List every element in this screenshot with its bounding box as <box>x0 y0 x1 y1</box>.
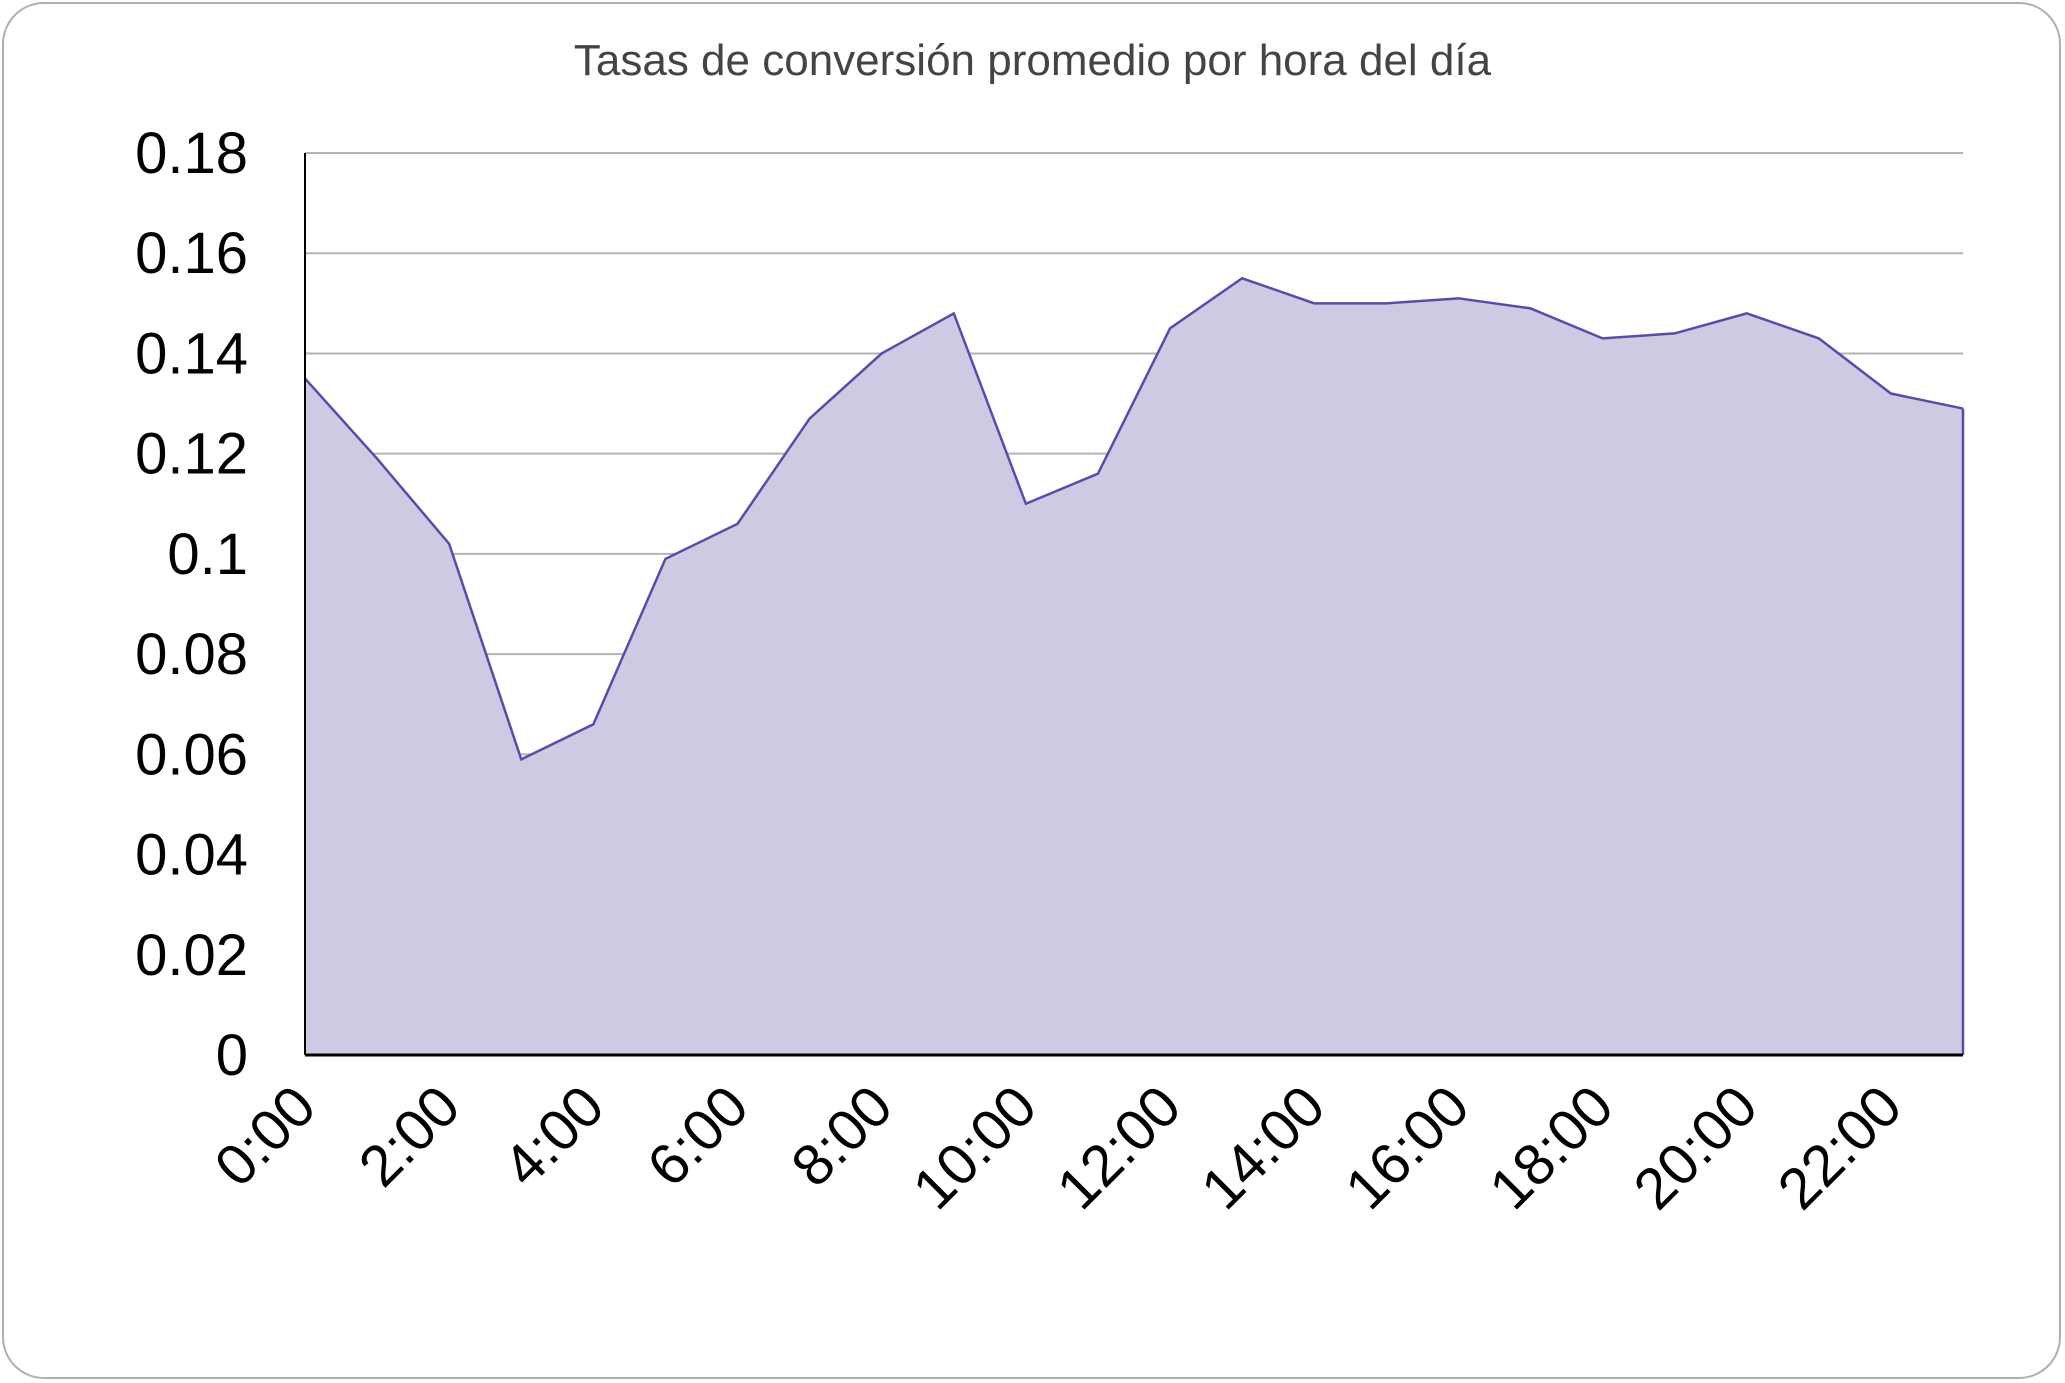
chart-title: Tasas de conversión promedio por hora de… <box>573 36 1492 85</box>
x-tick-label-8: 16:00 <box>1333 1073 1482 1222</box>
x-tick-label-9: 18:00 <box>1477 1073 1626 1222</box>
x-tick-label-3: 6:00 <box>635 1073 761 1199</box>
y-tick-label-4: 0.08 <box>135 622 248 687</box>
x-tick-label-2: 4:00 <box>491 1073 617 1199</box>
y-tick-label-0: 0 <box>216 1023 248 1088</box>
y-tick-label-8: 0.16 <box>135 221 248 286</box>
x-tick-label-5: 10:00 <box>900 1073 1049 1222</box>
y-tick-label-7: 0.14 <box>135 321 248 386</box>
x-tick-label-6: 12:00 <box>1045 1073 1194 1222</box>
y-tick-label-1: 0.02 <box>135 923 248 988</box>
x-tick-label-7: 14:00 <box>1189 1073 1338 1222</box>
y-tick-label-9: 0.18 <box>135 121 248 186</box>
area-fill <box>305 278 1963 1055</box>
x-tick-label-1: 2:00 <box>347 1073 473 1199</box>
y-tick-label-2: 0.04 <box>135 823 248 888</box>
x-tick-label-11: 22:00 <box>1766 1073 1915 1222</box>
x-tick-label-4: 8:00 <box>779 1073 905 1199</box>
y-tick-label-5: 0.1 <box>167 522 248 587</box>
y-tick-label-6: 0.12 <box>135 422 248 487</box>
y-tick-label-3: 0.06 <box>135 722 248 787</box>
series-line <box>304 276 1964 762</box>
x-tick-label-10: 20:00 <box>1621 1073 1770 1222</box>
x-tick-label-0: 0:00 <box>202 1073 328 1199</box>
